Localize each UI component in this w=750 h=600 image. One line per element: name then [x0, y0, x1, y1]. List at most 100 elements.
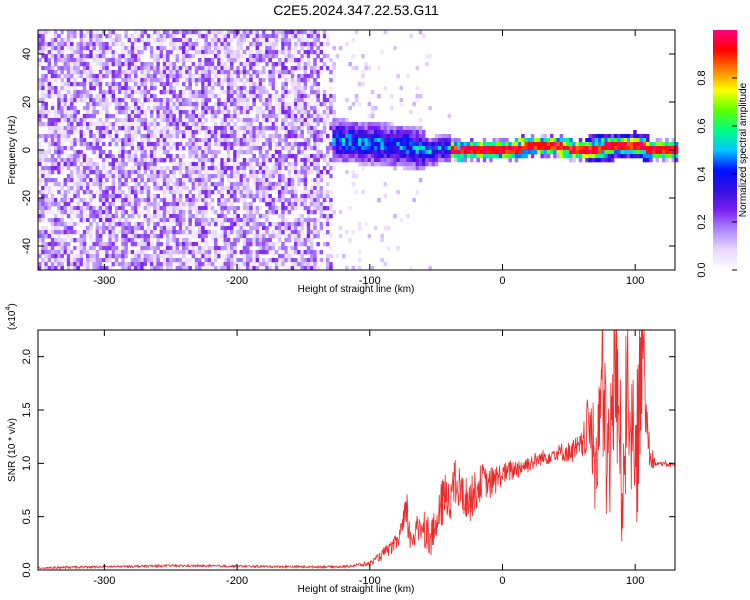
- x-tick-label: -100: [359, 275, 381, 287]
- spectrogram-cell: [220, 202, 224, 207]
- spectrogram-cell: [271, 106, 276, 111]
- spectrogram-cell: [460, 158, 464, 163]
- spectrogram-cell: [271, 198, 276, 203]
- spectrogram-cell: [332, 142, 336, 147]
- spectrogram-cell: [70, 218, 74, 223]
- spectrogram-cell: [313, 190, 317, 195]
- spectrogram-cell: [271, 122, 276, 127]
- spectrogram-cell: [38, 146, 42, 151]
- spectrogram-cell: [178, 66, 183, 71]
- spectrogram-cell: [124, 126, 128, 131]
- spectrogram-cell: [255, 182, 260, 187]
- spectrogram-cell: [169, 70, 173, 75]
- spectrogram-cell: [207, 134, 212, 139]
- spectrogram-cell: [268, 174, 272, 179]
- spectrogram-cell: [281, 134, 285, 139]
- spectrogram-cell: [162, 258, 167, 263]
- spectrogram-cell: [188, 150, 192, 155]
- spectrogram-cell: [191, 114, 196, 119]
- spectrogram-cell: [284, 178, 288, 183]
- spectrogram-cell: [220, 102, 224, 107]
- spectrogram-cell: [226, 194, 231, 199]
- spectrogram-cell: [294, 142, 298, 147]
- spectrogram-cell: [47, 218, 52, 223]
- spectrogram-cell: [290, 110, 295, 115]
- spectrogram-cell: [102, 174, 106, 179]
- spectrogram-cell: [278, 198, 282, 203]
- spectrogram-cell: [114, 86, 119, 91]
- spectrogram-cell: [495, 142, 500, 147]
- spectrogram-cell: [658, 142, 663, 147]
- spectrogram-cell: [172, 114, 176, 119]
- spectrogram-cell: [242, 138, 247, 143]
- spectrogram-cell: [265, 174, 269, 179]
- spectrogram-cell: [201, 250, 205, 255]
- spectrogram-cell: [335, 158, 340, 163]
- spectrogram-cell: [150, 110, 154, 115]
- spectrogram-cell: [111, 226, 116, 231]
- spectrogram-cell: [402, 126, 407, 131]
- spectrogram-cell: [319, 226, 324, 231]
- spectrogram-cell: [287, 38, 292, 43]
- spectrogram-cell: [47, 134, 52, 139]
- spectrogram-cell: [220, 218, 224, 223]
- spectrogram-cell: [82, 90, 87, 95]
- spectrogram-cell: [233, 178, 237, 183]
- spectrogram-cell: [230, 90, 234, 95]
- spectrogram-cell: [162, 194, 167, 199]
- spectrogram-cell: [386, 154, 391, 159]
- spectrogram-cell: [201, 158, 205, 163]
- spectrogram-cell: [50, 54, 55, 59]
- spectrogram-cell: [76, 30, 80, 35]
- spectrogram-cell: [50, 262, 55, 267]
- spectrogram-cell: [313, 62, 317, 67]
- spectrogram-cell: [188, 178, 192, 183]
- spectrogram-cell: [204, 218, 208, 223]
- spectrogram-cell: [230, 202, 234, 207]
- spectrogram-cell: [98, 266, 103, 271]
- spectrogram-cell: [66, 186, 71, 191]
- spectrogram-cell: [396, 74, 400, 79]
- spectrogram-cell: [207, 126, 212, 131]
- spectrogram-cell: [540, 142, 544, 147]
- spectrogram-cell: [201, 174, 205, 179]
- spectrogram-cell: [169, 218, 173, 223]
- spectrogram-cell: [511, 142, 516, 147]
- spectrogram-cell: [271, 42, 276, 47]
- spectrogram-cell: [249, 166, 253, 171]
- spectrogram-cell: [156, 106, 160, 111]
- spectrogram-cell: [166, 182, 170, 187]
- spectrogram-cell: [278, 138, 282, 143]
- spectrogram-cell: [194, 98, 199, 103]
- spectrogram-cell: [380, 138, 384, 143]
- spectrogram-cell: [73, 142, 77, 147]
- spectrogram-cell: [255, 54, 260, 59]
- spectrogram-cell: [140, 154, 144, 159]
- spectrogram-cell: [98, 98, 103, 103]
- spectrogram-cell: [268, 146, 272, 151]
- spectrogram-cell: [399, 154, 404, 159]
- spectrogram-cell: [326, 182, 330, 187]
- spectrogram-cell: [111, 218, 116, 223]
- spectrogram-cell: [284, 190, 288, 195]
- spectrogram-cell: [204, 222, 208, 227]
- spectrogram-cell: [230, 150, 234, 155]
- spectrogram-cell: [44, 46, 48, 51]
- spectrogram-cell: [604, 154, 608, 159]
- spectrogram-cell: [70, 70, 74, 75]
- spectrogram-cell: [601, 138, 605, 143]
- spectrogram-cell: [156, 38, 160, 43]
- spectrogram-cell: [633, 138, 637, 143]
- spectrogram-cell: [124, 182, 128, 187]
- spectrogram-cell: [198, 226, 202, 231]
- spectrogram-cell: [220, 42, 224, 47]
- spectrogram-cell: [300, 238, 304, 243]
- spectrogram-cell: [294, 50, 298, 55]
- spectrogram-cell: [38, 46, 42, 51]
- spectrogram-cell: [124, 254, 128, 259]
- spectrogram-cell: [150, 154, 154, 159]
- spectrogram-cell: [396, 150, 400, 155]
- spectrogram-cell: [268, 34, 272, 39]
- spectrogram-cell: [428, 138, 432, 143]
- spectrogram-cell: [220, 126, 224, 131]
